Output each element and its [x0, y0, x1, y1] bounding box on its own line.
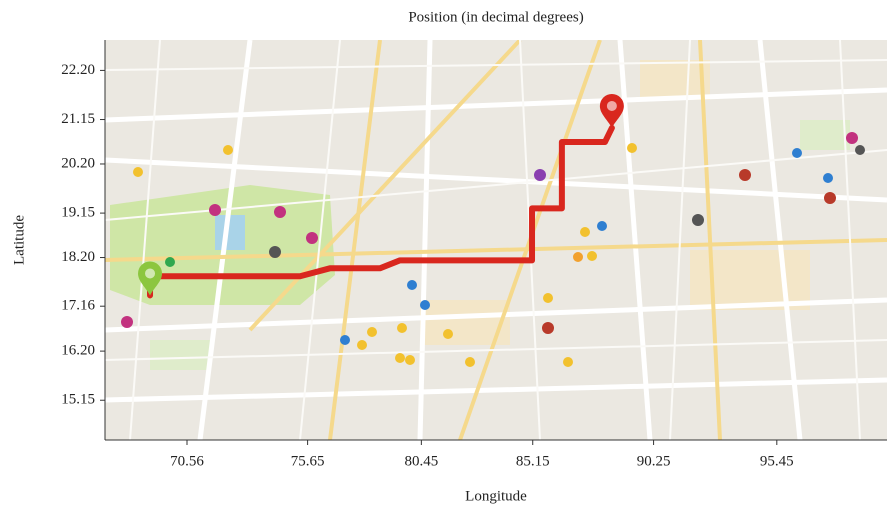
y-axis-label: Latitude [11, 215, 27, 265]
y-tick-label: 16.20 [61, 343, 95, 359]
chart: Position (in decimal degrees) Longitude … [0, 0, 887, 512]
x-tick-label: 75.65 [291, 453, 325, 469]
y-tick-label: 19.15 [61, 205, 95, 221]
y-tick-label: 21.15 [61, 111, 95, 127]
y-tick-label: 18.20 [61, 249, 95, 265]
x-tick-label: 80.45 [404, 453, 438, 469]
start-marker-hole [145, 268, 155, 278]
x-tick-label: 90.25 [637, 453, 671, 469]
y-tick-label: 15.15 [61, 392, 95, 408]
page: {"chart_data": { "type": "line", "title"… [0, 0, 887, 512]
x-tick-label: 70.56 [170, 453, 204, 469]
map-background [105, 40, 887, 440]
y-tick-label: 20.20 [61, 155, 95, 171]
y-tick-label: 17.16 [61, 298, 95, 314]
y-tick-label: 22.20 [61, 62, 95, 78]
x-tick-label: 95.45 [760, 453, 794, 469]
end-marker-hole [607, 101, 617, 111]
chart-title: Position (in decimal degrees) [408, 9, 583, 25]
x-axis-label: Longitude [465, 488, 527, 504]
x-tick-label: 85.15 [516, 453, 550, 469]
